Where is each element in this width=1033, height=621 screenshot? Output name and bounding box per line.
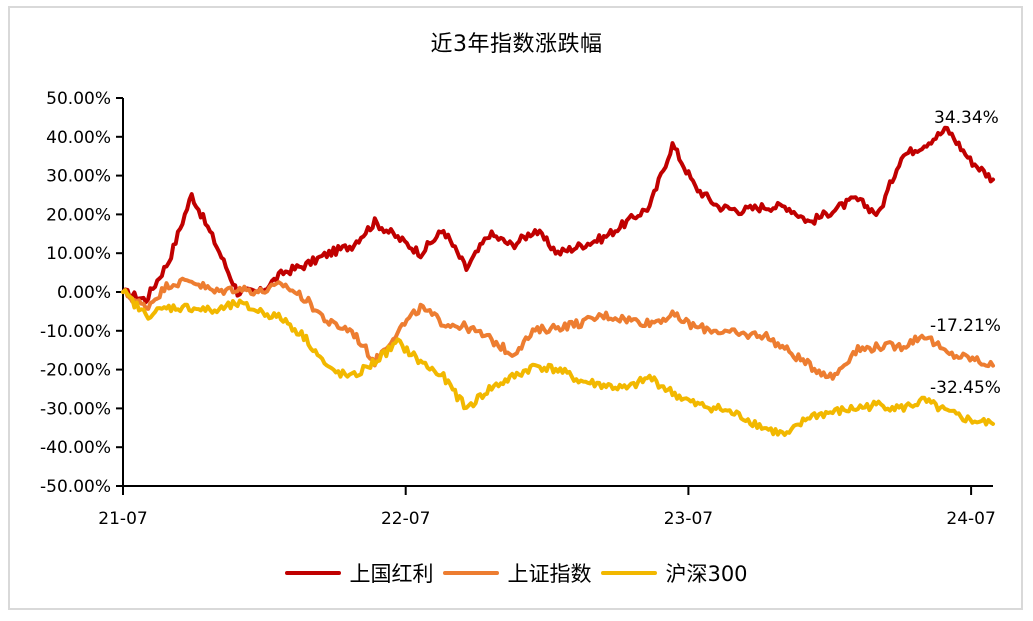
x-tick-label: 21-07 <box>98 509 147 529</box>
x-tick-label: 23-07 <box>664 509 713 529</box>
y-tick-label: -40.00% <box>40 438 111 458</box>
x-tick-label: 24-07 <box>946 509 995 529</box>
x-tick-label: 22-07 <box>381 509 430 529</box>
legend-label: 上国红利 <box>349 562 434 586</box>
y-tick-label: 10.00% <box>46 244 111 264</box>
y-tick-label: 40.00% <box>46 128 111 148</box>
legend-swatch-yellow <box>601 571 658 575</box>
legend-swatch-red <box>285 571 342 575</box>
series-lines <box>121 125 995 437</box>
y-tick-label: -20.00% <box>40 361 111 381</box>
legend-swatch-orange <box>443 571 500 575</box>
series-line <box>121 276 995 381</box>
legend-item-shangguo-hongli[interactable]: 上国红利 <box>285 558 433 588</box>
end-value-label: 34.34% <box>934 108 999 128</box>
end-value-label: -32.45% <box>930 378 1001 398</box>
legend-item-shangzheng-index[interactable]: 上证指数 <box>443 558 591 588</box>
y-tick-label: 0.00% <box>57 283 111 303</box>
legend: 上国红利 上证指数 沪深300 <box>0 558 1033 588</box>
y-tick-label: 50.00% <box>46 89 111 109</box>
end-value-label: -17.21% <box>930 316 1001 336</box>
y-axis: 50.00% 40.00% 30.00% 20.00% 10.00% 0.00% -10.0… <box>40 89 124 497</box>
legend-label: 沪深300 <box>665 562 748 586</box>
legend-label: 上证指数 <box>507 562 592 586</box>
y-tick-label: -30.00% <box>40 399 111 419</box>
series-line <box>121 288 995 437</box>
x-axis: 21-07 22-07 23-07 24-07 <box>98 485 996 529</box>
y-tick-label: -50.00% <box>40 477 111 497</box>
chart-title: 近3年指数涨跌幅 <box>430 32 603 57</box>
end-labels: 34.34% -17.21% -32.45% <box>930 108 1001 398</box>
y-tick-label: -10.00% <box>40 322 111 342</box>
y-tick-label: 20.00% <box>46 205 111 225</box>
legend-item-hs300[interactable]: 沪深300 <box>601 558 748 588</box>
series-line <box>121 125 995 305</box>
y-tick-label: 30.00% <box>46 167 111 187</box>
